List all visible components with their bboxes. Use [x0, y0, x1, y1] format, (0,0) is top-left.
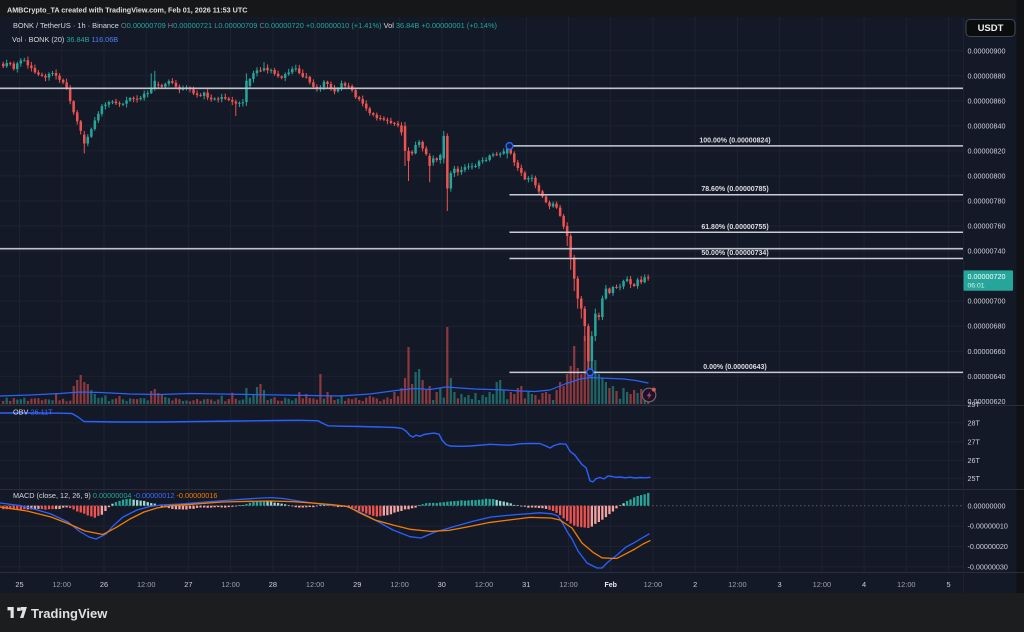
svg-text:25: 25 — [15, 580, 23, 589]
svg-text:0.00000000: 0.00000000 — [968, 501, 1006, 510]
svg-text:0.00000880: 0.00000880 — [968, 71, 1006, 80]
svg-text:29T: 29T — [968, 400, 981, 409]
svg-text:12:00: 12:00 — [813, 580, 832, 589]
svg-text:AMBCrypto_TA created with Trad: AMBCrypto_TA created with TradingView.co… — [7, 5, 247, 14]
svg-text:12:00: 12:00 — [52, 580, 71, 589]
svg-text:TradingView: TradingView — [31, 606, 108, 621]
svg-text:12:00: 12:00 — [390, 580, 409, 589]
svg-text:31: 31 — [522, 580, 530, 589]
svg-text:12:00: 12:00 — [559, 580, 578, 589]
svg-text:0.00000620: 0.00000620 — [968, 397, 1006, 406]
svg-text:USDT: USDT — [978, 23, 1004, 34]
svg-text:Vol · BONK (20) 36.84B 116.06: Vol · BONK (20) 36.84B 116.06B — [12, 35, 118, 44]
svg-text:25T: 25T — [968, 474, 981, 483]
svg-text:-0.00000030: -0.00000030 — [968, 563, 1008, 572]
svg-text:12:00: 12:00 — [137, 580, 156, 589]
svg-text:30: 30 — [438, 580, 446, 589]
svg-text:27T: 27T — [968, 438, 981, 447]
svg-text:OBV 26.11T: OBV 26.11T — [13, 408, 53, 417]
svg-text:0.00000840: 0.00000840 — [968, 122, 1006, 131]
svg-text:0.00000820: 0.00000820 — [968, 147, 1006, 156]
svg-text:0.00% (0.00000643): 0.00% (0.00000643) — [703, 364, 766, 371]
svg-text:MACD (close, 12, 26, 9) 0.0000: MACD (close, 12, 26, 9) 0.00000004 -0.00… — [13, 491, 217, 500]
svg-text:12:00: 12:00 — [728, 580, 747, 589]
svg-text:0.00000680: 0.00000680 — [968, 322, 1006, 331]
svg-text:BONK / TetherUS · 1h · Binance: BONK / TetherUS · 1h · Binance O0.000007… — [13, 21, 497, 30]
svg-text:2: 2 — [693, 580, 697, 589]
svg-text:3: 3 — [778, 580, 782, 589]
svg-text:12:00: 12:00 — [644, 580, 663, 589]
svg-text:4: 4 — [862, 580, 866, 589]
svg-text:12:00: 12:00 — [221, 580, 240, 589]
svg-text:0.00000700: 0.00000700 — [968, 297, 1006, 306]
svg-text:50.00% (0.00000734): 50.00% (0.00000734) — [701, 250, 768, 257]
svg-text:0.00000760: 0.00000760 — [968, 222, 1006, 231]
svg-text:12:00: 12:00 — [475, 580, 494, 589]
svg-text:-0.00000010: -0.00000010 — [968, 522, 1008, 531]
svg-text:0.00000740: 0.00000740 — [968, 247, 1006, 256]
svg-text:0.00000860: 0.00000860 — [968, 97, 1006, 106]
svg-text:0.00000720: 0.00000720 — [968, 272, 1006, 281]
svg-text:12:00: 12:00 — [897, 580, 916, 589]
svg-text:0.00000780: 0.00000780 — [968, 197, 1006, 206]
svg-text:0.00000900: 0.00000900 — [968, 46, 1006, 55]
svg-text:28: 28 — [269, 580, 277, 589]
svg-text:100.00% (0.00000824): 100.00% (0.00000824) — [699, 137, 770, 144]
svg-text:5: 5 — [947, 580, 951, 589]
svg-text:29: 29 — [353, 580, 361, 589]
svg-text:12:00: 12:00 — [306, 580, 325, 589]
svg-text:0.00000640: 0.00000640 — [968, 372, 1006, 381]
svg-text:26: 26 — [100, 580, 108, 589]
svg-text:06:01: 06:01 — [968, 283, 985, 290]
svg-text:0.00000660: 0.00000660 — [968, 347, 1006, 356]
svg-text:27: 27 — [184, 580, 192, 589]
svg-text:28T: 28T — [968, 418, 981, 427]
svg-text:26T: 26T — [968, 456, 981, 465]
svg-text:0.00000800: 0.00000800 — [968, 172, 1006, 181]
svg-text:Feb: Feb — [604, 582, 616, 589]
svg-text:-0.00000020: -0.00000020 — [968, 542, 1008, 551]
svg-text:78.60% (0.00000785): 78.60% (0.00000785) — [701, 186, 768, 193]
svg-text:61.80% (0.00000755): 61.80% (0.00000755) — [701, 224, 768, 231]
